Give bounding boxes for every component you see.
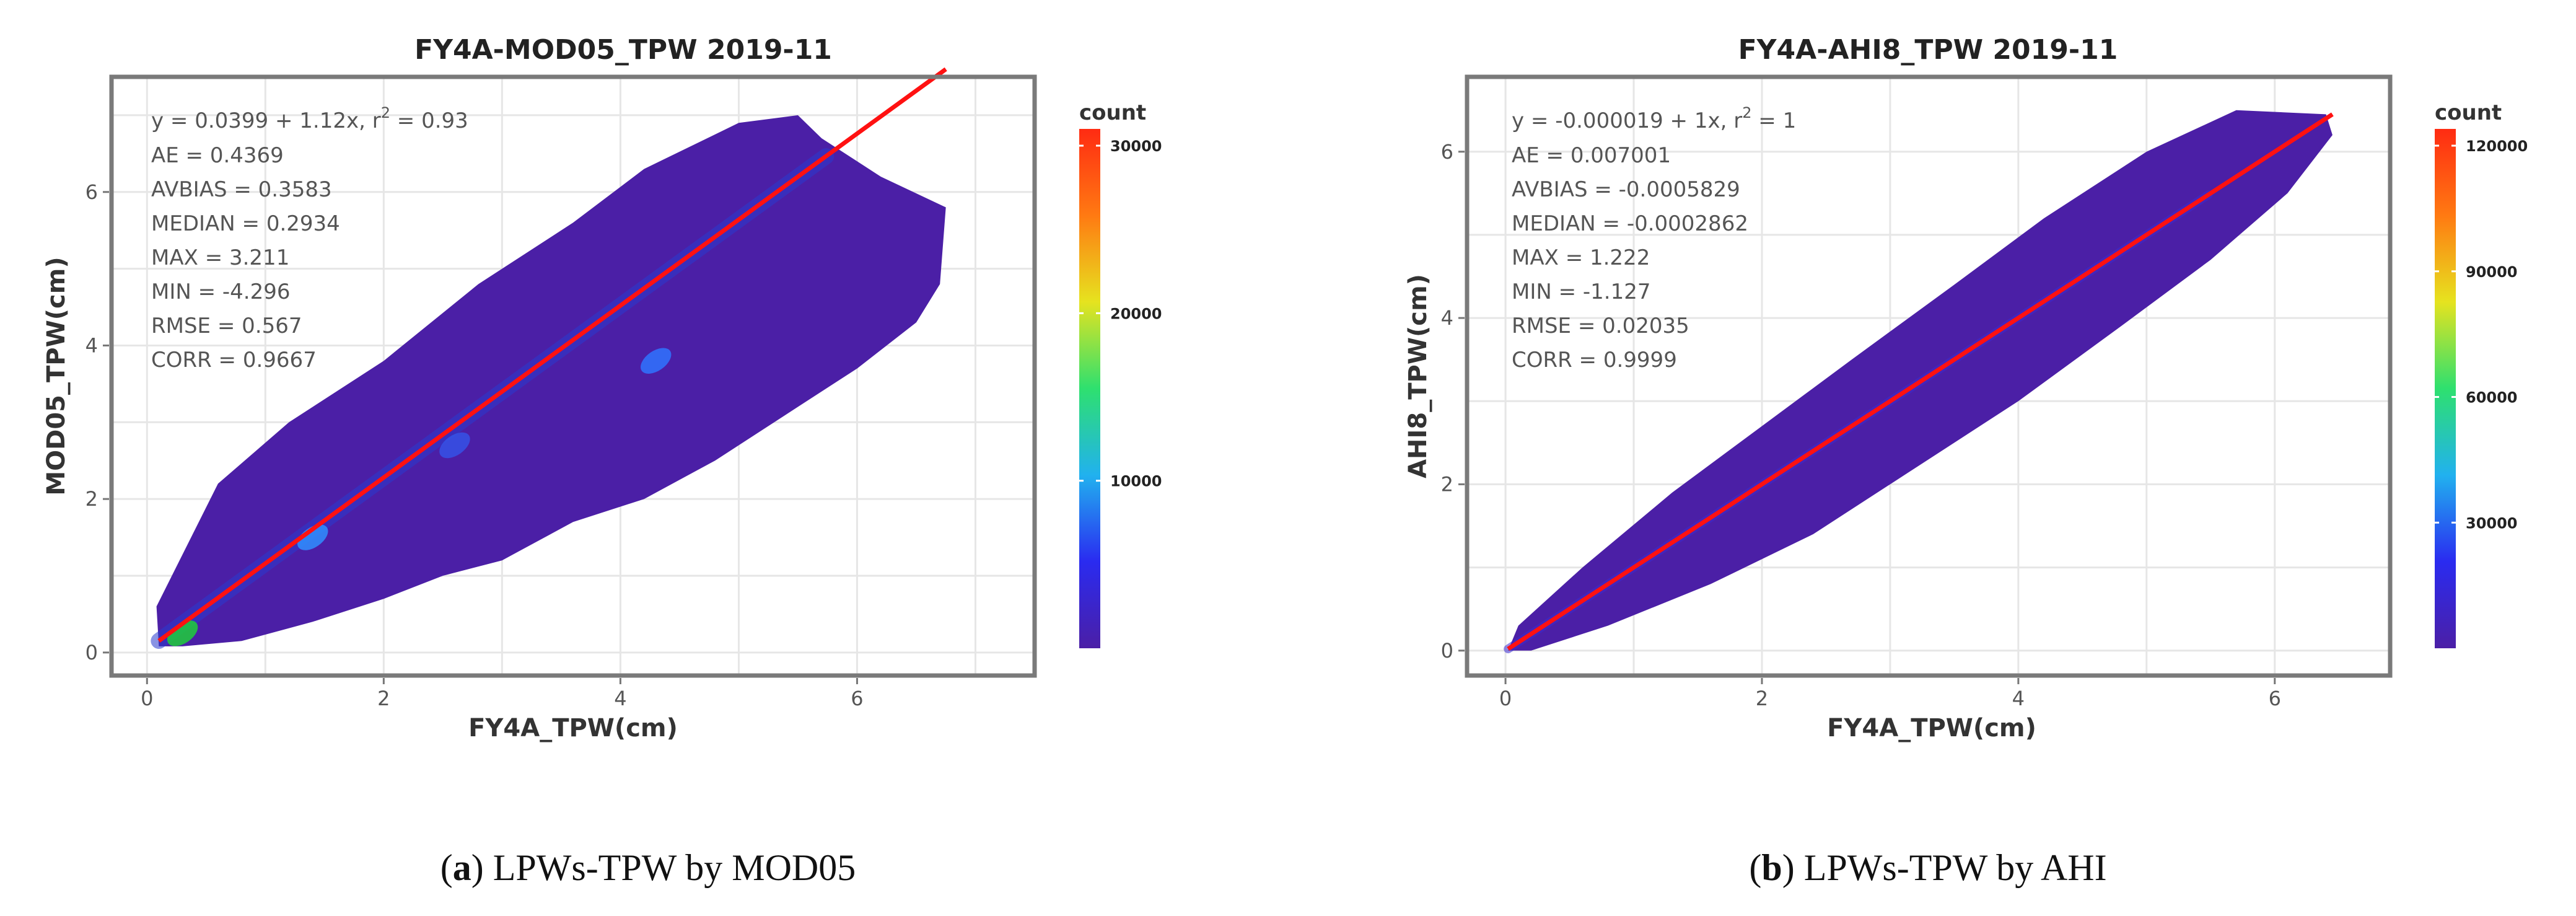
equation-a: y = 0.0399 + 1.12x, r2 = 0.93: [151, 104, 468, 133]
x-tick-label: 4: [614, 687, 626, 710]
stat-line: RMSE = 0.02035: [1512, 314, 1689, 338]
stat-line: CORR = 0.9999: [1512, 348, 1677, 372]
fit-line-b: [1507, 112, 2334, 651]
stat-line: MAX = 3.211: [151, 245, 289, 270]
equation-b: y = -0.000019 + 1x, r2 = 1: [1512, 104, 1796, 133]
x-tick-label: 0: [1499, 687, 1512, 710]
plot-panel-a: [109, 74, 1037, 678]
plot-panel-b: [1465, 74, 2393, 678]
stat-line: MEDIAN = -0.0002862: [1512, 211, 1748, 236]
x-tick-label: 0: [141, 687, 153, 710]
y-tick-label: 6: [1441, 140, 1453, 164]
x-axis-title-a: FY4A_TPW(cm): [468, 714, 678, 742]
legend-tick-label: 60000: [2466, 389, 2518, 407]
legend-tick-label: 90000: [2466, 263, 2518, 281]
chart-title-a: FY4A-MOD05_TPW 2019-11: [414, 34, 832, 66]
panel-a: FY4A-MOD05_TPW 2019-11 y = 0.0399 + 1.12…: [42, 34, 1162, 742]
stat-line: MEDIAN = 0.2934: [151, 211, 340, 236]
stat-line: RMSE = 0.567: [151, 314, 302, 338]
hot-spot: [439, 432, 470, 459]
legend-tick-label: 30000: [1110, 138, 1162, 155]
stat-line: AVBIAS = -0.0005829: [1512, 177, 1740, 202]
y-tick-label: 4: [1441, 306, 1453, 330]
x-tick-label: 6: [851, 687, 863, 710]
regression-line: [157, 67, 947, 643]
caption-b: (b) LPWs-TPW by AHI: [1749, 847, 2106, 888]
legend-tick-label: 10000: [1110, 473, 1162, 490]
x-tick-label: 6: [2269, 687, 2281, 710]
stat-line: CORR = 0.9667: [151, 348, 317, 372]
x-tick-label: 2: [1756, 687, 1768, 710]
stats-box-b: y = -0.000019 + 1x, r2 = 1 AE = 0.007001…: [1512, 104, 1796, 372]
hot-spot: [297, 524, 328, 550]
y-axis-title-b: AHI8_TPW(cm): [1404, 274, 1432, 478]
panel-b: FY4A-AHI8_TPW 2019-11 y = -0.000019 + 1x…: [1404, 34, 2528, 742]
y-tick-label: 2: [85, 487, 98, 511]
y-tick-label: 2: [1441, 472, 1453, 496]
x-tick-label: 4: [2012, 687, 2025, 710]
legend-tick-label: 120000: [2466, 138, 2528, 155]
legend-colorbar-b: [2435, 129, 2456, 648]
stat-line: MIN = -1.127: [1512, 280, 1651, 304]
color-legend-a: count 10000 20000 30000: [1079, 100, 1162, 648]
stat-line: AE = 0.007001: [1512, 143, 1671, 168]
legend-tick-label: 30000: [2466, 514, 2518, 532]
hot-spot: [641, 348, 672, 374]
axis-ticks-b: 0 2 4 6 0 2 4 6: [1441, 140, 2281, 710]
y-tick-label: 0: [85, 641, 98, 664]
stat-line: MAX = 1.222: [1512, 245, 1650, 270]
y-tick-label: 0: [1441, 639, 1453, 663]
y-axis-title-a: MOD05_TPW(cm): [42, 257, 71, 495]
legend-colorbar-a: [1079, 129, 1100, 648]
stat-line: AE = 0.4369: [151, 143, 284, 168]
axis-ticks-a: 0 2 4 6 0 2 4 6: [85, 180, 864, 710]
caption-a: (a) LPWs-TPW by MOD05: [440, 847, 856, 888]
y-tick-label: 4: [85, 333, 98, 357]
legend-tick-label: 20000: [1110, 305, 1162, 322]
legend-title-a: count: [1079, 100, 1146, 125]
density-region: [156, 115, 946, 646]
stats-box-a: y = 0.0399 + 1.12x, r2 = 0.93 AE = 0.436…: [151, 104, 468, 372]
legend-title-b: count: [2435, 100, 2502, 125]
x-tick-label: 2: [377, 687, 390, 710]
stat-line: MIN = -4.296: [151, 280, 291, 304]
fit-line-a: [157, 67, 947, 643]
stat-line: AVBIAS = 0.3583: [151, 177, 332, 202]
chart-title-b: FY4A-AHI8_TPW 2019-11: [1738, 34, 2118, 66]
color-legend-b: count 30000 60000 90000 120000: [2435, 100, 2528, 648]
regression-line: [1507, 112, 2334, 651]
x-axis-title-b: FY4A_TPW(cm): [1827, 714, 2036, 742]
y-tick-label: 6: [85, 180, 98, 204]
